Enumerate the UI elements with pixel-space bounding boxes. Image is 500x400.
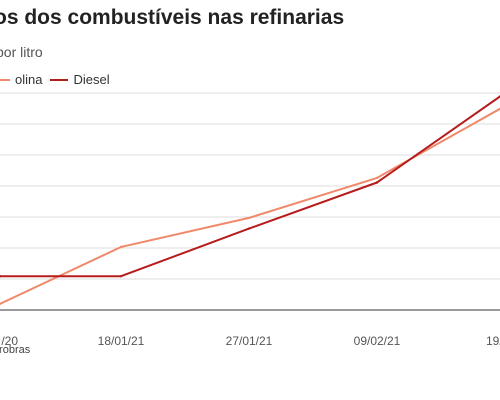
series-lines (0, 95, 500, 306)
legend-item-gasolina: olina (0, 72, 42, 87)
source-note: trobras (0, 344, 31, 356)
chart-title: os dos combustíveis nas refinarias (0, 6, 345, 29)
chart-subtitle: por litro (0, 44, 43, 60)
legend-label-gasolina: olina (15, 72, 43, 87)
data-point-diesel (247, 227, 251, 230)
series-line-gasolina (0, 107, 500, 305)
grid-lines (0, 92, 500, 311)
data-point-gasolina (375, 176, 379, 180)
legend-label-diesel: Diesel (73, 72, 110, 87)
data-point-gasolina (119, 245, 123, 249)
data-point-gasolina (247, 216, 251, 220)
data-point-diesel (375, 181, 379, 184)
x-tick-label: 27/01/21 (226, 334, 273, 348)
x-tick-label: 18/01/21 (98, 334, 145, 348)
x-tick-label: 19/0 (486, 334, 500, 348)
x-tick-labels: /20 18/01/21 27/01/21 09/02/21 19/0 (1, 334, 500, 348)
data-point-gasolina (0, 302, 2, 306)
legend-swatch-gasolina (0, 78, 10, 81)
legend-item-diesel: Diesel (50, 72, 110, 87)
x-tick-label: 09/02/21 (354, 334, 401, 348)
x-tick-label: /20 (1, 334, 18, 348)
chart-legend: olina Diesel (0, 72, 118, 87)
legend-swatch-diesel (50, 78, 69, 81)
data-point-diesel (119, 275, 123, 278)
data-point-diesel (0, 275, 2, 278)
